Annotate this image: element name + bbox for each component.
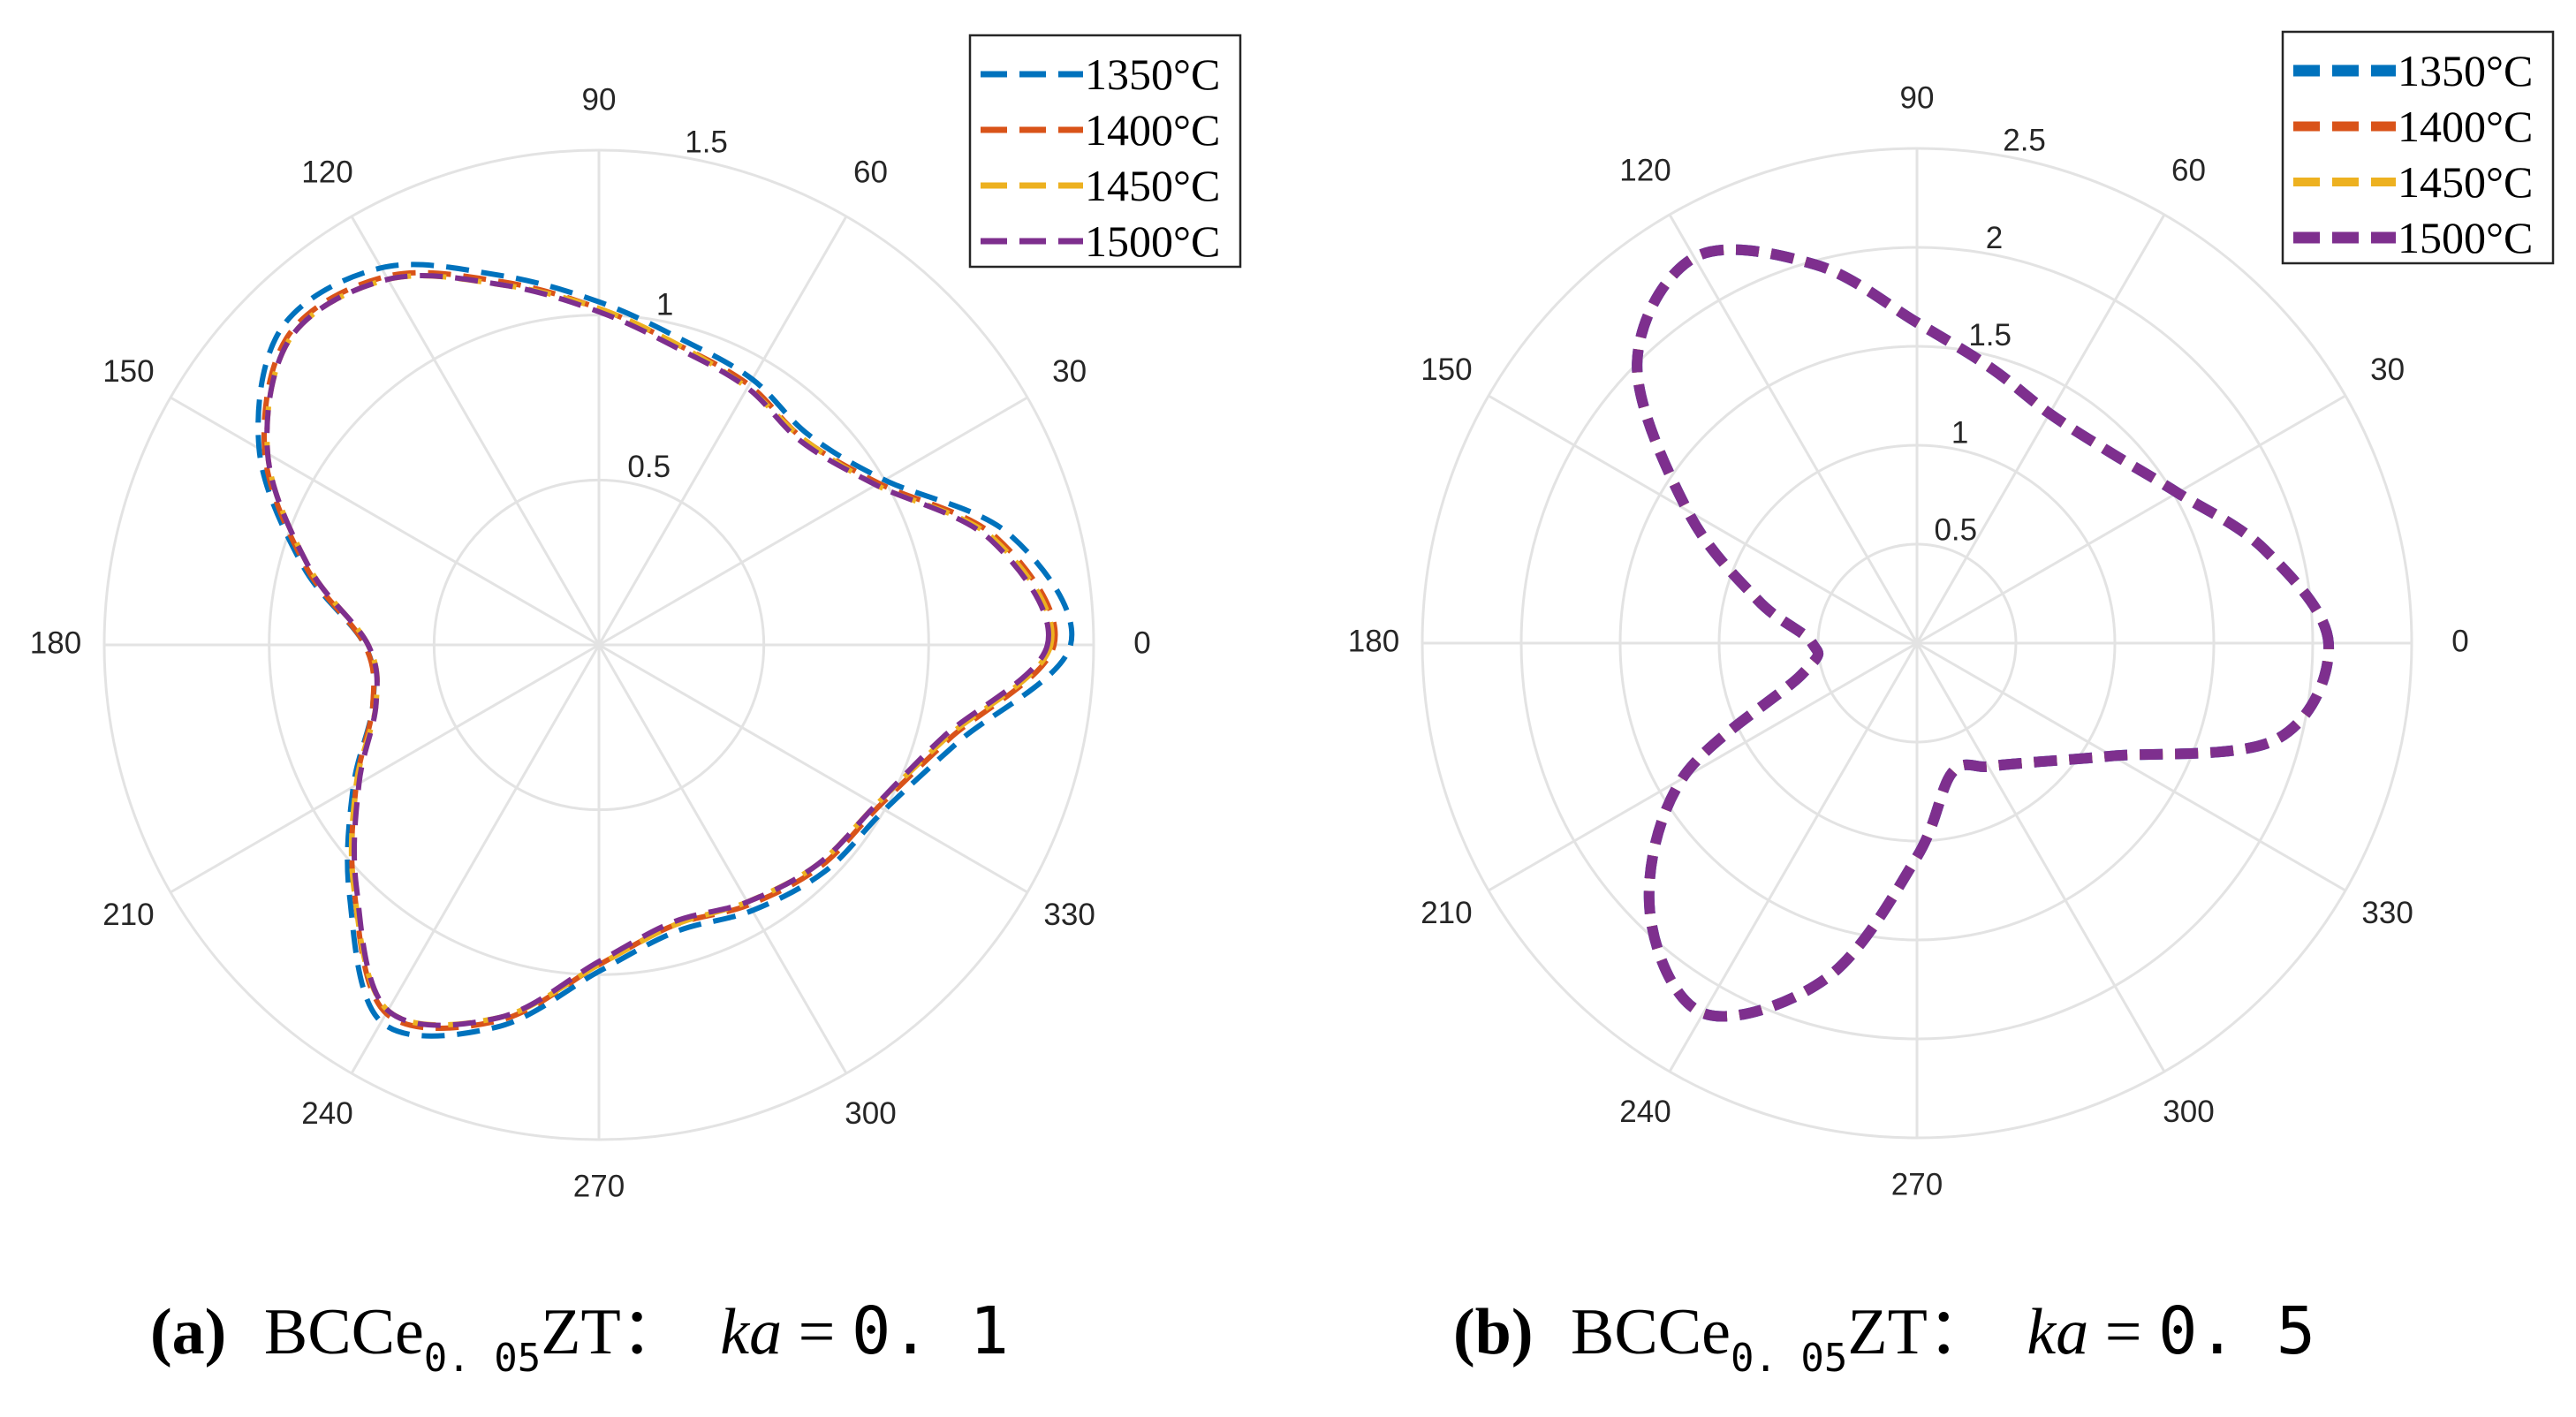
- r-tick-label: 2.5: [2003, 124, 2046, 158]
- theta-tick-label: 210: [102, 898, 154, 932]
- theta-grid-line: [1915, 642, 2166, 1072]
- polar-chart-b: 0 30 60 90 120 150 180 210 240 270 300 330 0.5 1 1.5 2 2…: [1348, 30, 2555, 1201]
- theta-grid-line: [1916, 394, 2346, 645]
- theta-grid-line: [1488, 641, 1918, 892]
- r-tick-label: 1: [1951, 415, 1968, 450]
- theta-grid-line: [598, 643, 1028, 894]
- caption-b: (b) BCCe0. 05ZT： ka = 0. 5: [1453, 1293, 2315, 1381]
- legend-entry: 1450°C: [1085, 161, 1220, 210]
- theta-tick-label: 180: [30, 625, 81, 660]
- theta-tick-label: 240: [301, 1096, 352, 1131]
- polar-chart-a: 0 30 60 90 120 150 180 210 240 270 300 330 0.5 1 1.5 13…: [30, 34, 1242, 1203]
- legend-entry: 1500°C: [2398, 213, 2533, 262]
- r-tick-label: 1.5: [1968, 318, 2012, 352]
- theta-tick-label: 300: [845, 1096, 896, 1131]
- series-line-1500°C: [264, 273, 1051, 1028]
- polar-grid: [1421, 147, 2413, 1140]
- series-line-1400°C: [1633, 245, 2333, 1021]
- theta-tick-label: 150: [1421, 352, 1472, 387]
- theta-grid-line: [598, 396, 1028, 647]
- r-tick-label: 2: [1986, 221, 2003, 255]
- theta-grid-line: [1488, 394, 1918, 645]
- theta-tick-label: 300: [2163, 1095, 2214, 1129]
- legend-entry: 1400°C: [2398, 102, 2533, 151]
- theta-tick-label: 150: [102, 354, 154, 389]
- theta-grid-line: [170, 643, 600, 894]
- theta-tick-label: 90: [1900, 80, 1935, 115]
- r-tick-label: 1: [656, 287, 673, 322]
- theta-tick-label: 270: [573, 1169, 625, 1203]
- r-tick-label: 1.5: [685, 125, 728, 160]
- theta-tick-label: 90: [582, 82, 617, 117]
- theta-grid-line: [1668, 642, 1919, 1072]
- theta-grid-line: [1916, 641, 2346, 892]
- theta-tick-label: 120: [301, 155, 352, 190]
- legend-box: [2281, 30, 2555, 265]
- theta-grid-line: [170, 396, 600, 647]
- theta-tick-label: 330: [2361, 896, 2413, 930]
- series-line-1350°C: [255, 261, 1075, 1039]
- theta-tick-label: 0: [1133, 625, 1150, 660]
- theta-tick-label: 270: [1891, 1167, 1943, 1201]
- legend-entry: 1350°C: [1085, 49, 1220, 99]
- series-line-1500°C: [1632, 244, 2334, 1022]
- r-tick-label: 0.5: [1934, 513, 1977, 548]
- theta-grid-line: [350, 644, 601, 1074]
- theta-tick-label: 330: [1043, 898, 1095, 932]
- theta-tick-label: 120: [1619, 154, 1671, 188]
- theta-tick-label: 240: [1619, 1095, 1671, 1129]
- theta-tick-label: 30: [1052, 354, 1087, 389]
- theta-tick-label: 30: [2370, 352, 2405, 387]
- theta-grid-line: [350, 216, 601, 646]
- legend-box: [968, 34, 1242, 269]
- series-group: [255, 261, 1075, 1039]
- legend: 1350°C 1400°C 1450°C 1500°C: [968, 34, 1242, 269]
- theta-tick-label: 210: [1421, 896, 1472, 930]
- series-line-1350°C: [1632, 244, 2334, 1022]
- polar-grid: [102, 148, 1095, 1141]
- theta-tick-label: 180: [1348, 624, 1399, 658]
- legend-entry: 1450°C: [2398, 157, 2533, 207]
- theta-grid-line: [597, 216, 848, 646]
- legend: 1350°C 1400°C 1450°C 1500°C: [2281, 30, 2555, 265]
- theta-tick-label: 0: [2451, 624, 2468, 658]
- series-group: [1632, 244, 2334, 1022]
- series-line-1450°C: [1633, 246, 2333, 1020]
- theta-tick-label: 60: [2171, 154, 2206, 188]
- theta-grid-line: [597, 644, 848, 1074]
- legend-entry: 1350°C: [2398, 46, 2533, 95]
- legend-entry: 1400°C: [1085, 105, 1220, 155]
- theta-grid-line: [1668, 214, 1919, 644]
- r-tick-label: 0.5: [627, 450, 671, 484]
- series-line-1400°C: [261, 269, 1058, 1032]
- theta-grid-line: [1915, 214, 2166, 644]
- theta-tick-label: 60: [853, 155, 888, 190]
- legend-entry: 1500°C: [1085, 216, 1220, 266]
- caption-a: (a) BCCe0. 05ZT： ka = 0. 1: [150, 1293, 1009, 1381]
- series-line-1450°C: [264, 273, 1055, 1028]
